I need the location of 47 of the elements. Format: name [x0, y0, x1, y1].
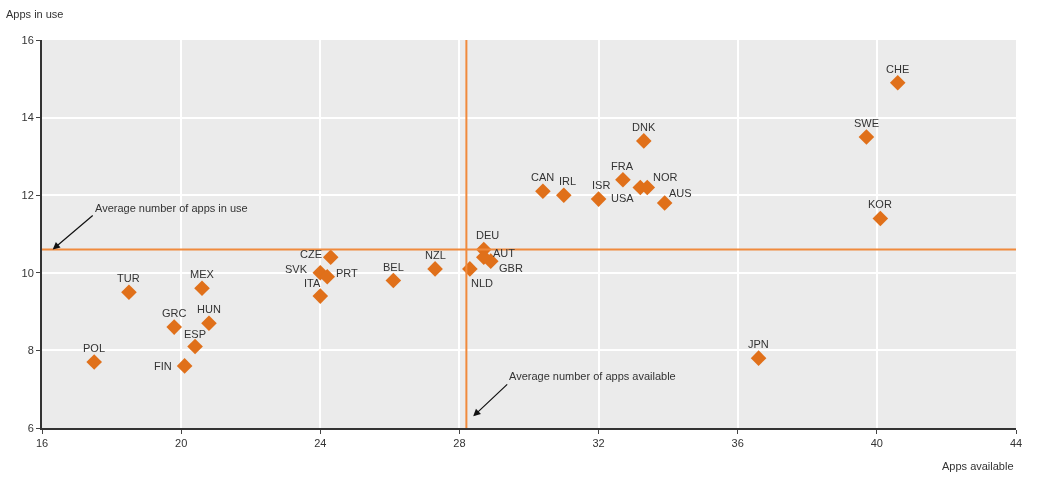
y-tick-label: 16 [21, 33, 34, 46]
y-tick-label: 8 [27, 344, 34, 357]
x-axis-title: Apps available [942, 460, 1014, 472]
y-tick-label: 6 [27, 421, 34, 434]
annotation: MEX [190, 268, 215, 280]
annotation: GRC [162, 307, 187, 319]
annotation: BEL [383, 261, 404, 273]
ref-line-label: Average number of apps available [509, 370, 676, 382]
y-tick-label: 12 [21, 189, 34, 202]
annotation: HUN [197, 303, 221, 315]
y-tick-label: 14 [21, 111, 34, 124]
annotation: CAN [531, 171, 555, 183]
annotation: ITA [304, 277, 321, 289]
x-tick-label: 44 [1009, 437, 1023, 450]
annotation: JPN [748, 338, 769, 350]
annotation: PRT [336, 267, 359, 279]
y-tick-label: 10 [21, 266, 34, 279]
annotation: USA [611, 192, 635, 204]
annotation: DEU [476, 229, 500, 241]
x-tick-label: 40 [870, 437, 883, 450]
x-tick-label: 16 [35, 437, 49, 450]
x-tick-label: 32 [592, 437, 605, 450]
annotation: NOR [653, 171, 678, 183]
x-tick-label: 24 [314, 437, 327, 450]
annotation: IRL [559, 175, 577, 187]
annotation: ISR [592, 179, 611, 191]
annotation: GBR [499, 262, 523, 274]
annotation: POL [83, 342, 106, 354]
x-tick-label: 28 [453, 437, 466, 450]
x-tick-label: 36 [731, 437, 744, 450]
annotation: ESP [184, 328, 207, 340]
annotation: FRA [611, 160, 634, 172]
annotation: NZL [425, 249, 446, 261]
annotation: FIN [154, 360, 172, 372]
annotation: TUR [117, 272, 140, 284]
annotation: CZE [300, 248, 322, 260]
ref-line-label: Average number of apps in use [95, 202, 248, 214]
annotation: AUS [669, 187, 692, 199]
annotation: SVK [285, 263, 308, 275]
annotation: CHE [886, 63, 910, 75]
x-tick-label: 20 [175, 437, 188, 450]
annotation: DNK [632, 121, 656, 133]
y-axis-title: Apps in use [6, 8, 64, 20]
annotation: KOR [868, 198, 892, 210]
annotation: SWE [854, 117, 880, 129]
annotation: NLD [471, 277, 494, 289]
annotation: AUT [493, 247, 516, 259]
